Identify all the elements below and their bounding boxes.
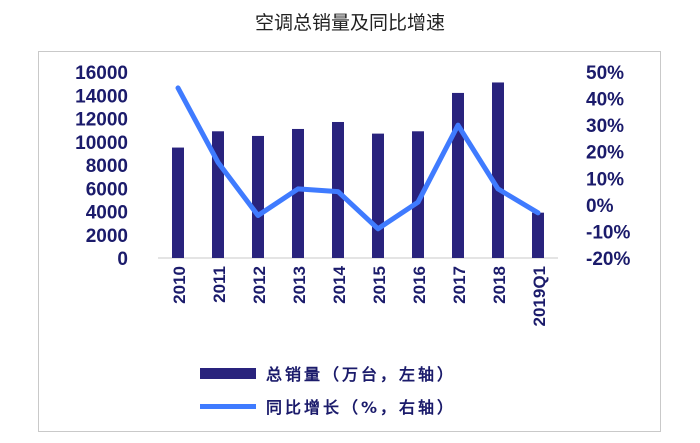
legend-item-bar: 总销量（万台，左轴）: [200, 361, 560, 385]
chart-title: 空调总销量及同比增速: [254, 12, 445, 34]
x-tick-label: 2017: [450, 266, 469, 304]
y-right-tick-label: 0%: [586, 196, 614, 217]
legend-bar-swatch: [200, 367, 256, 379]
legend-line-label: 同比增长（%，右轴）: [266, 398, 457, 417]
bar: [292, 128, 304, 258]
bar: [492, 82, 504, 259]
legend-bar-label: 总销量（万台，左轴）: [266, 365, 457, 384]
y-right-tick-label: 50%: [586, 63, 624, 84]
x-tick-label: 2014: [330, 265, 349, 303]
y-left-tick-label: 0: [117, 249, 128, 270]
legend-item-line: 同比增长（%，右轴）: [200, 394, 560, 418]
y-right-tick-label: -10%: [586, 222, 630, 243]
bar: [412, 131, 424, 258]
y-left-tick-label: 8000: [86, 156, 128, 177]
bar: [532, 212, 544, 258]
y-left-tick-label: 4000: [86, 203, 128, 224]
y-left-tick-label: 10000: [75, 133, 128, 154]
bar: [452, 92, 464, 258]
x-tick-label: 2016: [410, 266, 429, 304]
legend-line-swatch: [200, 403, 256, 409]
y-right-tick-label: 40%: [586, 90, 624, 111]
bar: [252, 135, 264, 258]
y-right-tick-label: 30%: [586, 116, 624, 137]
x-tick-label: 2013: [290, 266, 309, 304]
x-tick-label: 2012: [250, 266, 269, 304]
chart-frame: [38, 51, 661, 432]
y-right-tick-label: -20%: [586, 249, 630, 270]
y-left-tick-label: 6000: [86, 179, 128, 200]
y-left-tick-label: 12000: [75, 110, 128, 131]
bar: [372, 133, 384, 258]
bar: [172, 147, 184, 258]
y-left-tick-label: 2000: [86, 226, 128, 247]
x-tick-label: 2019Q1: [530, 266, 549, 327]
x-tick-label: 2011: [210, 266, 229, 303]
y-right-tick-label: 20%: [586, 143, 624, 164]
line-series: [175, 85, 541, 232]
y-left-tick-label: 14000: [75, 86, 128, 107]
y-right-tick-label: 10%: [586, 169, 624, 190]
y-left-tick-label: 16000: [75, 63, 128, 84]
x-tick-label: 2018: [490, 266, 509, 304]
x-tick-label: 2015: [370, 266, 389, 304]
x-tick-label: 2010: [170, 266, 189, 304]
